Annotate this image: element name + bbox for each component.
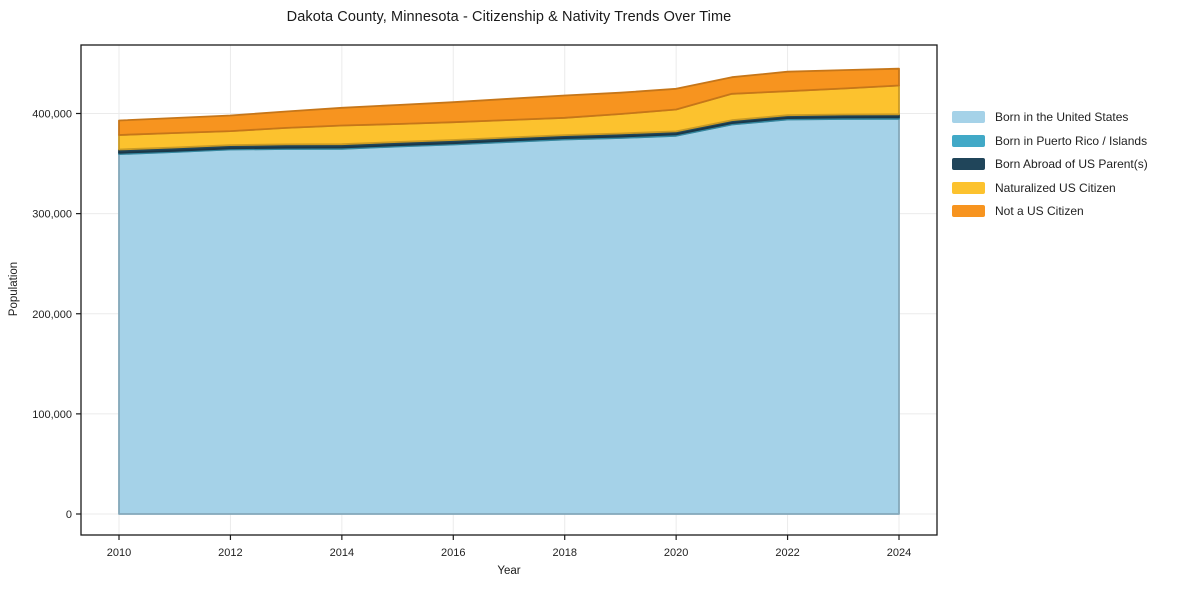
x-tick-label: 2012	[218, 547, 242, 559]
legend: Born in the United States Born in Puerto …	[952, 109, 1148, 219]
y-tick-label: 400,000	[32, 109, 72, 121]
y-tick-label: 0	[66, 509, 72, 521]
area-layer	[118, 67, 900, 136]
legend-item: Not a US Citizen	[952, 203, 1148, 219]
x-tick-label: 2014	[330, 547, 354, 559]
legend-swatch	[952, 205, 985, 217]
x-tick-label: 2010	[107, 547, 131, 559]
chart-title: Dakota County, Minnesota - Citizenship &…	[286, 9, 732, 25]
legend-item: Naturalized US Citizen	[952, 180, 1148, 196]
y-tick-label: 100,000	[32, 409, 72, 421]
legend-label: Naturalized US Citizen	[995, 180, 1116, 195]
y-tick-label: 200,000	[32, 309, 72, 321]
legend-swatch	[952, 111, 985, 123]
area-layer	[118, 117, 900, 515]
plot-border	[80, 44, 938, 536]
legend-label: Born in Puerto Rico / Islands	[995, 133, 1148, 148]
x-tick-label: 2020	[664, 547, 688, 559]
legend-item: Born in the United States	[952, 109, 1148, 125]
legend-label: Not a US Citizen	[995, 204, 1084, 218]
legend-swatch	[952, 158, 985, 170]
y-tick-label: 300,000	[32, 209, 72, 221]
legend-item: Born in Puerto Rico / Islands	[952, 133, 1148, 149]
y-axis-label: Population	[8, 261, 20, 317]
legend-label: Born Abroad of US Parent(s)	[995, 157, 1148, 171]
legend-label: Born in the United States	[995, 110, 1129, 124]
x-tick-label: 2022	[775, 547, 799, 559]
legend-swatch	[952, 181, 985, 194]
x-tick-label: 2016	[441, 547, 465, 559]
x-axis-label: Year	[497, 565, 521, 577]
legend-item: Born Abroad of US Parent(s)	[952, 156, 1148, 172]
x-tick-label: 2018	[552, 547, 576, 559]
x-tick-label: 2024	[887, 547, 911, 559]
legend-swatch	[952, 134, 985, 147]
